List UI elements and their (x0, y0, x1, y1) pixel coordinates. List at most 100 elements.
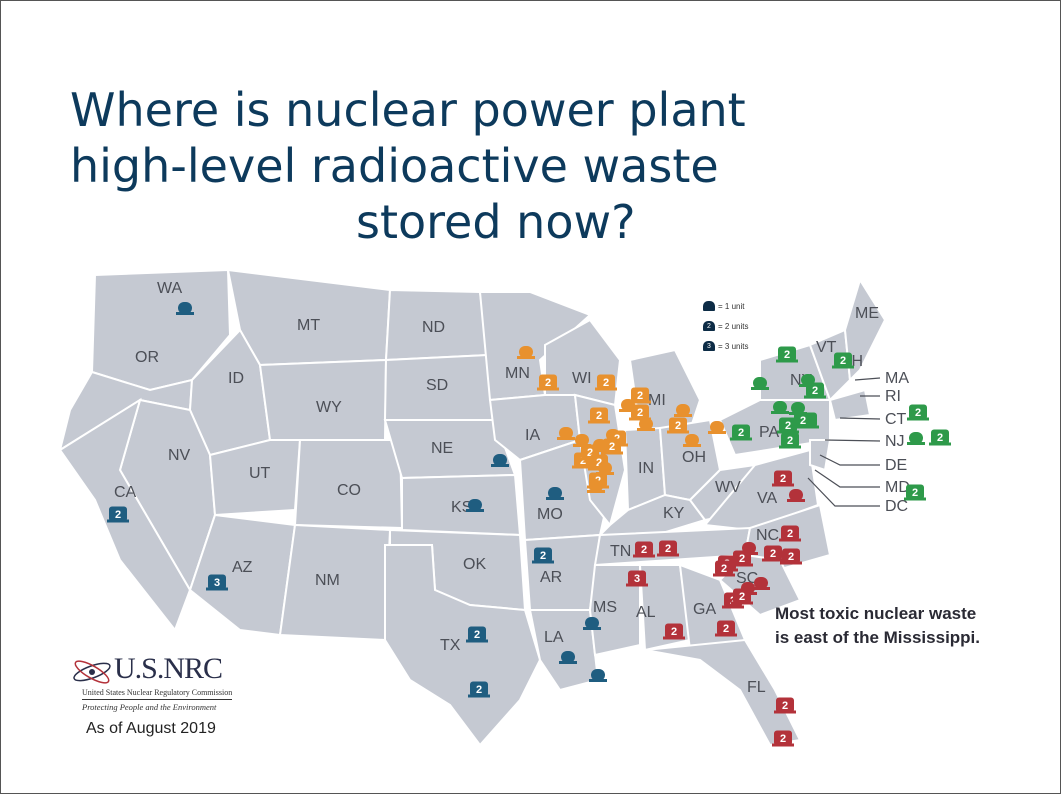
svg-text:WV: WV (715, 479, 741, 496)
southeast-plant-marker: 2 (780, 548, 802, 565)
svg-text:LA: LA (544, 629, 564, 646)
legend: = 1 unit 2 = 2 units 3 = 3 units (703, 296, 748, 356)
logo-rule (82, 699, 232, 700)
svg-text:IN: IN (638, 460, 654, 477)
midwest-plant-marker (557, 427, 575, 440)
plant-markers: 2232222222222222222222222222222222332222… (107, 302, 951, 747)
west-plant-unit-count: 3 (214, 577, 220, 589)
southeast-plant-marker: 2 (715, 620, 737, 637)
southeast-plant-unit-count: 2 (665, 543, 671, 555)
midwest-plant-unit-count: 2 (580, 455, 586, 467)
midwest-plant-unit-count: 2 (603, 377, 609, 389)
title-line-2: high-level radioactive waste (70, 139, 719, 193)
northeast-plant-marker: 2 (730, 424, 752, 441)
midwest-plant-marker (517, 346, 535, 359)
legend-one-label: = 1 unit (718, 301, 745, 311)
west-plant-marker (466, 499, 484, 512)
midwest-plant-unit-count: 2 (637, 407, 643, 419)
svg-text:VA: VA (757, 490, 777, 507)
northeast-plant-marker: 2 (904, 484, 926, 501)
southeast-plant-unit-count: 2 (730, 595, 736, 607)
southeast-plant-marker: 2 (779, 525, 801, 542)
southeast-plant-marker: 2 (657, 540, 679, 557)
northeast-plant-unit-count: 2 (915, 407, 921, 419)
title-line-3: stored now? (356, 195, 636, 249)
svg-text:NM: NM (315, 572, 340, 589)
svg-text:WI: WI (572, 370, 592, 387)
west-plant-marker (589, 669, 607, 682)
west-plant-marker: 2 (468, 681, 490, 698)
southeast-plant-marker: 2 (633, 541, 655, 558)
state-shapes (58, 268, 887, 747)
midwest-plant-marker: 2 (588, 407, 610, 424)
southeast-plant-marker: 2 (731, 550, 753, 567)
svg-text:IA: IA (525, 427, 540, 444)
legend-one: = 1 unit (703, 296, 748, 316)
southeast-plant-unit-count: 2 (780, 473, 786, 485)
svg-text:NC: NC (756, 527, 779, 544)
three-unit-icon: 3 (703, 341, 715, 351)
note-line-2: is east of the Mississippi. (775, 628, 981, 647)
midwest-plant-marker: 2 (601, 438, 623, 455)
svg-text:FL: FL (747, 679, 766, 696)
southeast-plant-unit-count: 2 (671, 626, 677, 638)
midwest-plant-marker: 2 (595, 374, 617, 391)
midwest-plant-unit-count: 2 (587, 447, 593, 459)
west-plant-marker (176, 302, 194, 315)
midwest-plant-marker: 2 (667, 417, 689, 434)
southeast-plant-marker: 2 (774, 697, 796, 714)
svg-text:MN: MN (505, 365, 530, 382)
west-plant-marker (559, 651, 577, 664)
legend-two-label: = 2 units (718, 321, 749, 331)
northeast-plant-marker: 2 (929, 429, 951, 446)
northeast-plant-marker (751, 377, 769, 390)
west-plant-unit-count: 2 (476, 684, 482, 696)
title-line-1: Where is nuclear power plant (70, 83, 746, 137)
midwest-plant-marker (587, 480, 605, 493)
northeast-plant-marker: 2 (832, 352, 854, 369)
svg-text:CT: CT (885, 411, 907, 428)
southeast-plant-unit-count: 2 (788, 551, 794, 563)
southeast-plant-marker: 2 (772, 470, 794, 487)
northeast-plant-unit-count: 2 (784, 349, 790, 361)
northeast-plant-unit-count: 2 (912, 487, 918, 499)
legend-three-label: = 3 units (718, 341, 749, 351)
atom-icon (73, 660, 111, 684)
northeast-plant-unit-count: 2 (785, 420, 791, 432)
southeast-plant-marker: 2 (772, 730, 794, 747)
southeast-plant-marker (752, 577, 770, 590)
svg-text:OR: OR (135, 349, 159, 366)
note-line-1: Most toxic nuclear waste (775, 604, 977, 623)
midwest-plant-unit-count: 2 (609, 441, 615, 453)
west-plant-marker: 2 (107, 506, 129, 523)
midwest-plant-unit-count: 2 (596, 410, 602, 422)
svg-text:NV: NV (168, 447, 191, 464)
midwest-plant-unit-count: 2 (637, 390, 643, 402)
midwest-plant-marker (708, 421, 726, 434)
svg-text:RI: RI (885, 388, 901, 405)
svg-text:AZ: AZ (232, 559, 253, 576)
svg-text:SC: SC (736, 570, 758, 587)
southeast-plant-unit-count: 2 (739, 591, 745, 603)
southeast-plant-unit-count: 2 (780, 733, 786, 745)
west-plant-marker: 2 (532, 547, 554, 564)
northeast-plant-marker: 2 (804, 382, 826, 399)
svg-text:MD: MD (885, 479, 910, 496)
northeast-plant-marker: 2 (792, 412, 814, 429)
southeast-plant-unit-count: 2 (787, 528, 793, 540)
northeast-plant-marker: 2 (907, 404, 929, 421)
southeast-plant-marker: 2 (762, 545, 784, 562)
svg-text:WY: WY (316, 399, 342, 416)
svg-text:MA: MA (885, 370, 909, 387)
svg-text:TN: TN (610, 543, 631, 560)
legend-three: 3 = 3 units (703, 336, 748, 356)
annotation-note: Most toxic nuclear waste is east of the … (775, 602, 980, 650)
legend-two: 2 = 2 units (703, 316, 748, 336)
page-title: Where is nuclear power plant high-level … (70, 82, 746, 250)
svg-text:NE: NE (431, 440, 453, 457)
west-plant-unit-count: 2 (115, 509, 121, 521)
southeast-plant-unit-count: 2 (739, 553, 745, 565)
west-plant-marker (491, 454, 509, 467)
midwest-plant-marker (674, 404, 692, 417)
